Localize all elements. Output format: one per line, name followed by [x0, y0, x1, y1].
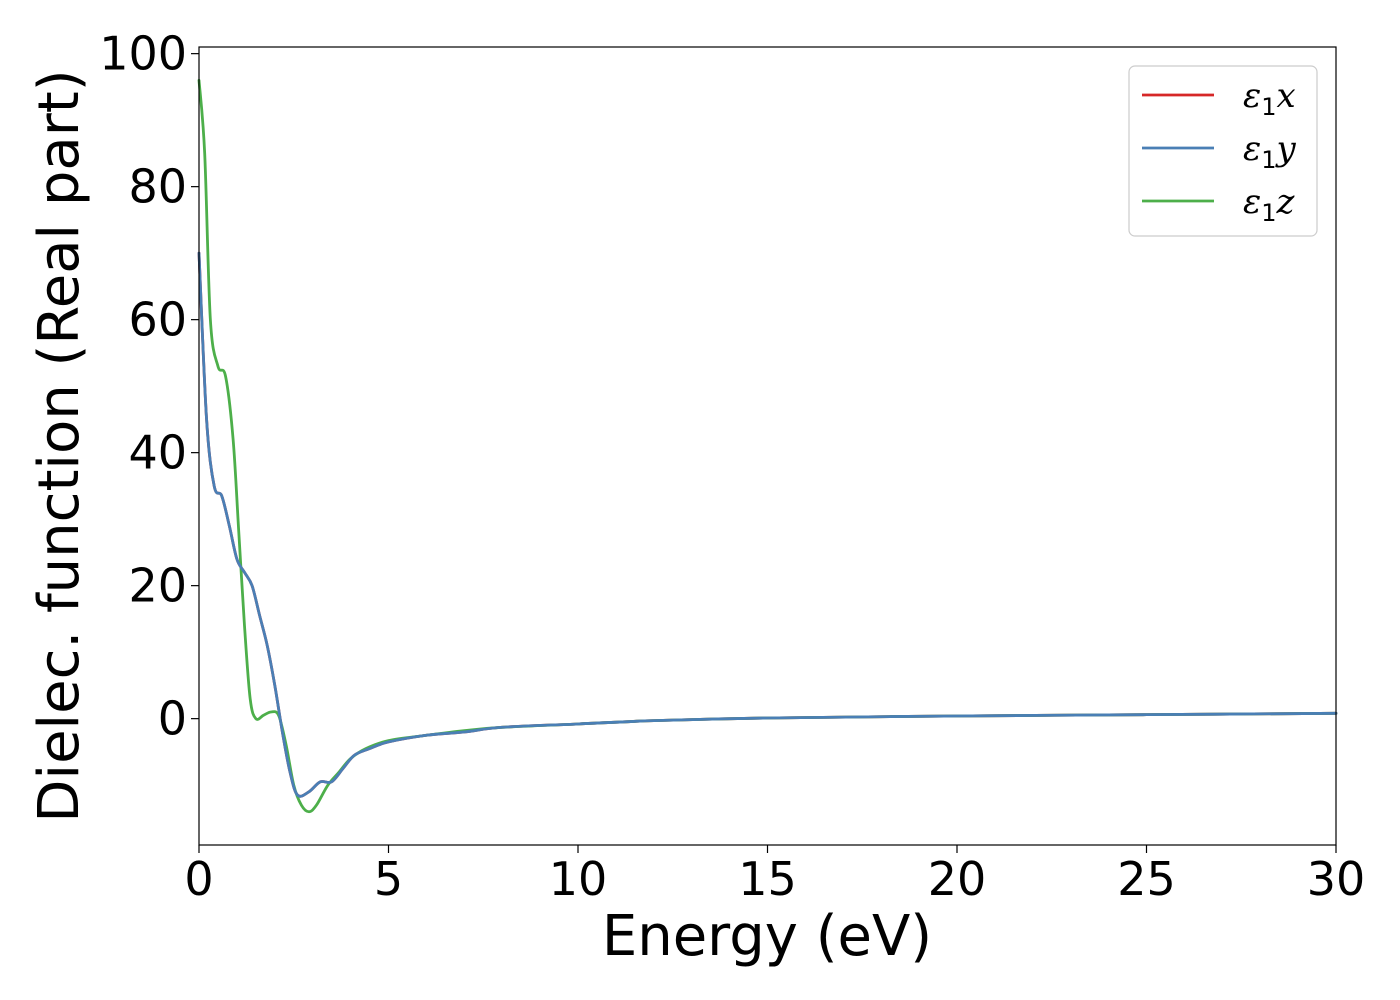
y-axis-title: Dielec. function (Real part): [27, 69, 92, 822]
y-tick-label: 100: [99, 27, 187, 81]
legend-label-x: ε1x: [1243, 76, 1296, 121]
legend: ε1x ε1y ε1z: [1128, 65, 1318, 237]
x-tick-label: 5: [374, 852, 403, 906]
x-axis-ticks: 0 5 10 15 20 25 30: [184, 845, 1365, 906]
x-tick-label: 25: [1117, 852, 1176, 906]
series-layer: [197, 78, 1338, 814]
x-tick-label: 10: [549, 852, 608, 906]
x-tick-label: 30: [1307, 852, 1366, 906]
x-tick-label: 15: [738, 852, 797, 906]
y-tick-label: 20: [128, 559, 187, 613]
y-tick-label: 60: [128, 293, 187, 347]
legend-box: [1128, 65, 1318, 237]
series-line-y: [197, 251, 1338, 798]
y-tick-label: 80: [128, 160, 187, 214]
legend-label-z: ε1z: [1243, 182, 1296, 227]
legend-label-y: ε1y: [1243, 129, 1297, 174]
y-axis-ticks: 0 20 40 60 80 100: [99, 27, 199, 746]
y-tick-label: 0: [158, 692, 187, 746]
x-axis-title: Energy (eV): [602, 904, 932, 969]
y-tick-label: 40: [128, 426, 187, 480]
x-tick-label: 0: [184, 852, 213, 906]
x-tick-label: 20: [928, 852, 987, 906]
